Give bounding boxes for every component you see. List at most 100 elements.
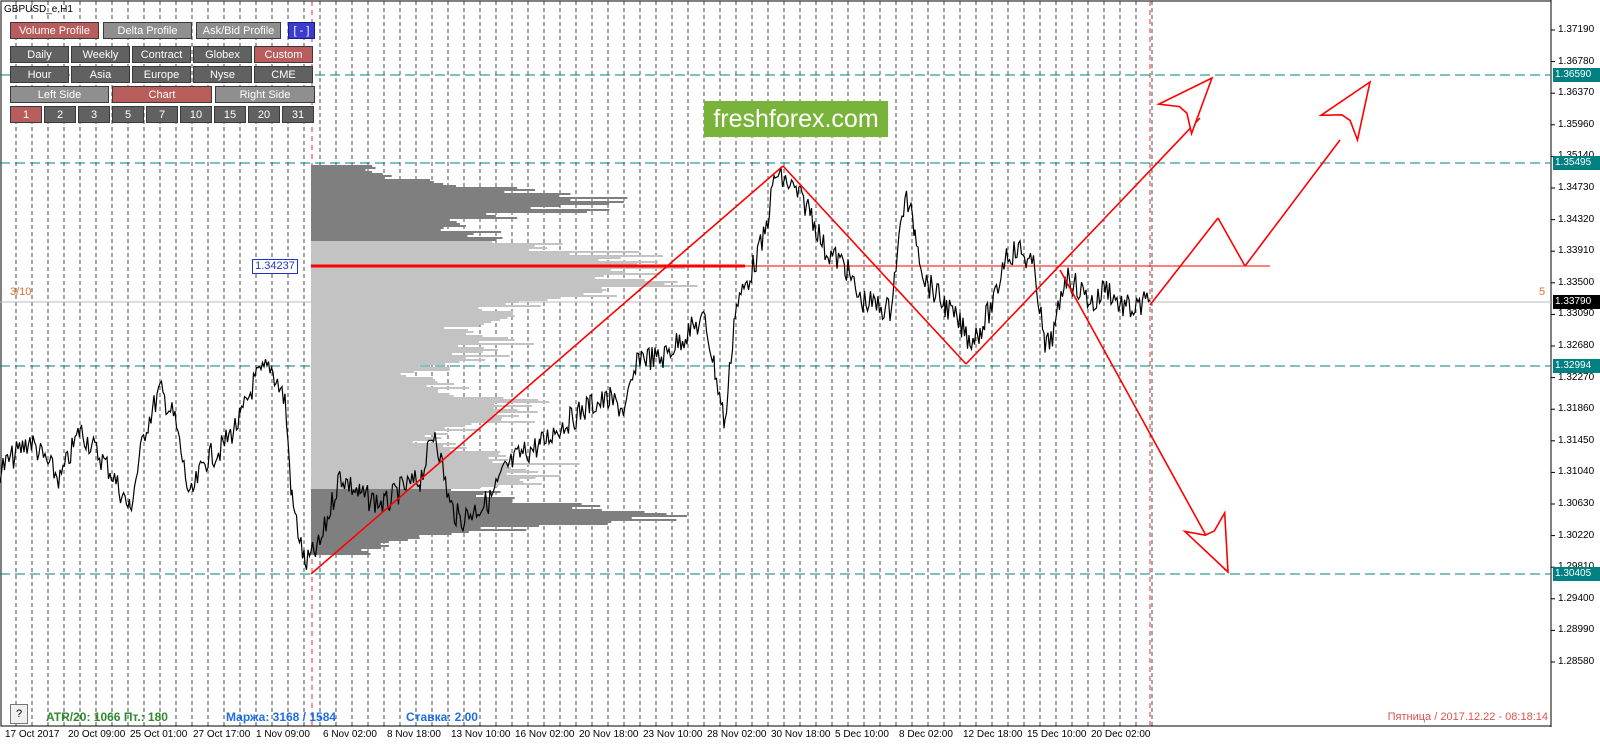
volume-profile-bar xyxy=(311,293,584,295)
collapse-button[interactable]: [ - ] xyxy=(288,22,315,39)
atr-status: ATR/20: 1066 Пт.: 180 xyxy=(46,710,168,724)
volume-profile-bar xyxy=(311,529,527,531)
chart-button[interactable]: Chart xyxy=(112,86,212,103)
volume-profile-bar xyxy=(311,303,506,305)
volume-profile-bar xyxy=(311,413,495,415)
volume-profile-bar xyxy=(311,411,538,413)
volume-profile-bar xyxy=(311,509,602,511)
volume-profile-bar xyxy=(311,177,385,179)
volume-profile-bar xyxy=(311,321,492,323)
volume-profile-bar xyxy=(311,403,495,405)
volume-profile-bar xyxy=(311,405,532,407)
forecast-path-pullback xyxy=(1217,217,1246,267)
volume-profile-bar xyxy=(311,357,466,359)
volume-profile-bar xyxy=(311,263,638,265)
volume-profile-bar xyxy=(311,337,508,339)
right-side-button[interactable]: Right Side xyxy=(215,86,315,103)
volume-profile-bar xyxy=(311,537,420,539)
volume-profile-bar xyxy=(311,283,665,285)
volume-profile-bar xyxy=(311,227,444,229)
volume-profile-bar xyxy=(311,197,628,199)
delta-profile-button[interactable]: Delta Profile xyxy=(103,22,192,39)
cme-button[interactable]: CME xyxy=(254,66,313,83)
volume-profile-bar xyxy=(311,231,502,233)
volume-profile-bar xyxy=(311,347,484,349)
volume-profile-bar xyxy=(311,181,434,183)
volume-profile-bar xyxy=(311,441,413,443)
period-5-button[interactable]: 5 xyxy=(112,106,144,123)
volume-profile-bar xyxy=(311,421,535,423)
price-tick-label: 1.30220 xyxy=(1558,529,1595,541)
volume-profile-bar xyxy=(311,195,560,197)
date-tick-label: 1 Nov 09:00 xyxy=(256,729,310,740)
volume-profile-button[interactable]: Volume Profile xyxy=(10,22,99,39)
volume-profile-bar xyxy=(311,395,454,397)
volume-profile-bar xyxy=(311,503,582,505)
volume-profile-bar xyxy=(311,547,382,549)
volume-profile-bar xyxy=(311,381,438,383)
volume-profile-bar xyxy=(311,371,415,373)
volume-profile-bar xyxy=(311,377,433,379)
volume-profile-bar xyxy=(311,393,450,395)
globex-button[interactable]: Globex xyxy=(193,46,252,63)
volume-profile-bar xyxy=(311,323,484,325)
europe-button[interactable]: Europe xyxy=(132,66,191,83)
volume-profile-bar xyxy=(311,317,508,319)
volume-profile-bar xyxy=(311,277,595,279)
custom-button[interactable]: Custom xyxy=(254,46,313,63)
volume-profile-bar xyxy=(311,237,503,239)
volume-profile-bar xyxy=(311,183,444,185)
left-side-button[interactable]: Left Side xyxy=(10,86,109,103)
period-1-button[interactable]: 1 xyxy=(10,106,42,123)
date-tick-label: 20 Dec 02:00 xyxy=(1091,729,1151,740)
volume-profile-bar xyxy=(311,335,483,337)
period-7-button[interactable]: 7 xyxy=(146,106,178,123)
period-31-button[interactable]: 31 xyxy=(282,106,314,123)
date-tick-label: 8 Nov 18:00 xyxy=(387,729,441,740)
volume-profile-bar xyxy=(311,397,504,399)
volume-profile-bar xyxy=(311,355,510,357)
volume-profile-bar xyxy=(311,423,472,425)
volume-profile-bar xyxy=(311,205,560,207)
volume-profile-bar xyxy=(311,485,499,487)
daily-button[interactable]: Daily xyxy=(10,46,69,63)
volume-profile-bar xyxy=(311,505,601,507)
date-tick-label: 13 Nov 10:00 xyxy=(451,729,511,740)
period-2-button[interactable]: 2 xyxy=(44,106,76,123)
period-3-button[interactable]: 3 xyxy=(78,106,110,123)
volume-profile-bar xyxy=(311,527,481,529)
forecast-arrow-down xyxy=(1182,510,1229,574)
contract-button[interactable]: Contract xyxy=(132,46,191,63)
volume-profile-bar xyxy=(311,179,431,181)
hour-button[interactable]: Hour xyxy=(10,66,69,83)
volume-profile-bar xyxy=(311,169,366,171)
volume-profile-bar xyxy=(311,511,645,513)
volume-profile-bar xyxy=(311,465,509,467)
volume-profile-bar xyxy=(311,475,560,477)
date-tick-label: 25 Oct 01:00 xyxy=(130,729,188,740)
volume-profile-bar xyxy=(311,165,373,167)
period-20-button[interactable]: 20 xyxy=(248,106,280,123)
volume-profile-bar xyxy=(311,229,441,231)
volume-profile-bar xyxy=(311,525,539,527)
volume-profile-bar xyxy=(311,361,460,363)
current-price-tag: 1.33790 xyxy=(1553,295,1600,309)
period-10-button[interactable]: 10 xyxy=(180,106,212,123)
price-tick-label: 1.33090 xyxy=(1558,308,1595,320)
asia-button[interactable]: Asia xyxy=(71,66,130,83)
volume-profile-bar xyxy=(311,199,571,201)
volume-profile-bar xyxy=(311,209,610,211)
ask-bid-profile-button[interactable]: Ask/Bid Profile xyxy=(196,22,281,39)
date-tick-label: 27 Oct 17:00 xyxy=(193,729,251,740)
volume-profile-bar xyxy=(311,515,687,517)
volume-profile-bar xyxy=(311,455,507,457)
help-button[interactable]: ? xyxy=(10,704,28,724)
volume-profile-bar xyxy=(311,185,457,187)
volume-profile-bar xyxy=(311,539,408,541)
weekly-button[interactable]: Weekly xyxy=(71,46,130,63)
nyse-button[interactable]: Nyse xyxy=(193,66,252,83)
price-tick-label: 1.31040 xyxy=(1558,466,1595,478)
volume-profile-bar xyxy=(311,339,515,341)
period-15-button[interactable]: 15 xyxy=(214,106,246,123)
